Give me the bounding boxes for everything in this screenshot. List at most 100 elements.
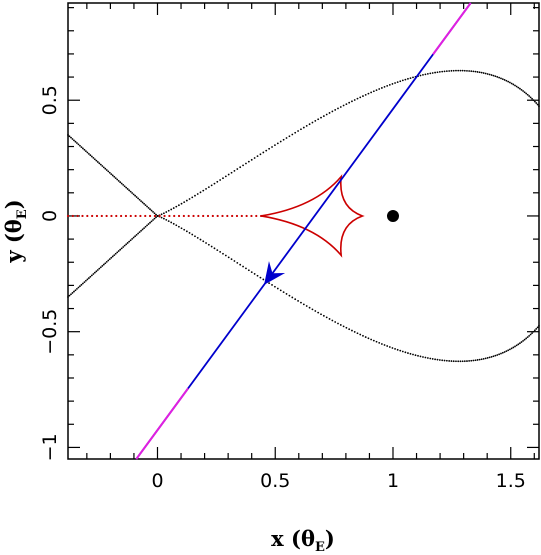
critical-curve-point xyxy=(351,100,353,103)
critical-curve-point xyxy=(110,256,113,259)
critical-curve-point xyxy=(399,349,402,352)
critical-curve-point xyxy=(126,188,129,190)
critical-curve-point xyxy=(380,343,383,345)
critical-curve-point xyxy=(219,179,222,181)
caustic-dot xyxy=(187,214,190,218)
critical-curve-point xyxy=(104,262,107,265)
caustic-dot xyxy=(81,214,84,218)
critical-curve-point xyxy=(375,340,378,343)
critical-curve-point xyxy=(183,201,186,204)
critical-curve-point xyxy=(372,339,375,342)
critical-curve-point xyxy=(96,161,99,163)
critical-curve-point xyxy=(199,191,202,194)
critical-curve-point xyxy=(308,306,311,309)
critical-curve-point xyxy=(93,158,96,161)
critical-curve-point xyxy=(529,96,532,99)
critical-curve-point xyxy=(213,182,216,185)
critical-curve-point xyxy=(526,336,529,339)
critical-curve-point xyxy=(394,82,396,84)
critical-curve-point xyxy=(116,178,119,181)
critical-curve-point xyxy=(83,148,86,151)
critical-curve-point xyxy=(431,72,434,74)
critical-curve-point xyxy=(155,213,157,216)
critical-curve-point xyxy=(422,74,424,76)
x-axis-label-close: ) xyxy=(325,526,335,551)
critical-curve-point xyxy=(461,69,464,72)
caustic-dot xyxy=(100,214,103,218)
critical-curve-point xyxy=(528,95,531,97)
critical-curve-point xyxy=(114,252,117,255)
caustic-curve xyxy=(260,174,365,258)
critical-curve-point xyxy=(448,70,451,72)
critical-curve-point xyxy=(337,322,339,325)
critical-curve-point xyxy=(172,207,175,209)
critical-curve-point xyxy=(262,151,265,154)
critical-curve-point xyxy=(82,282,84,285)
critical-curve-point xyxy=(175,224,178,227)
x-axis-label-main: x (θ xyxy=(271,526,315,551)
critical-curve-point xyxy=(120,247,123,250)
critical-curve-point xyxy=(68,294,71,297)
y-tick-label: −1 xyxy=(39,433,61,461)
critical-curve-point xyxy=(194,235,196,238)
critical-curve-point xyxy=(533,100,536,103)
critical-curve-point xyxy=(480,358,483,361)
critical-curve-point xyxy=(391,83,394,85)
critical-curve-point xyxy=(92,273,95,275)
critical-curve-point xyxy=(180,202,183,205)
critical-curve-point xyxy=(302,126,305,129)
critical-curve-point xyxy=(111,174,114,177)
critical-curve-point xyxy=(294,131,297,134)
critical-curve-point xyxy=(362,95,364,97)
caustic-dot xyxy=(235,214,239,218)
critical-curve-point xyxy=(90,274,93,277)
caustic-dot xyxy=(134,214,137,218)
critical-curve-point xyxy=(501,78,504,81)
critical-curve-point xyxy=(517,86,520,89)
critical-curve-point xyxy=(510,82,513,85)
critical-curve-point xyxy=(177,225,180,228)
critical-curve-point xyxy=(520,88,523,91)
critical-curve-point xyxy=(268,147,271,150)
critical-curve-point xyxy=(265,149,268,152)
critical-curve-point xyxy=(401,79,404,82)
critical-curve-point xyxy=(177,204,180,207)
critical-curve-point xyxy=(409,77,412,79)
critical-curve-point xyxy=(132,193,135,196)
critical-curve-point xyxy=(429,357,432,360)
critical-curve-point xyxy=(520,341,523,343)
critical-curve-point xyxy=(359,96,362,99)
critical-curve-point xyxy=(74,140,77,143)
critical-curve-point xyxy=(388,346,391,348)
critical-curve-point xyxy=(131,192,134,194)
caustic-dot xyxy=(192,214,195,218)
critical-curve-point xyxy=(250,158,253,161)
caustic-dot xyxy=(129,214,132,218)
critical-curve-point xyxy=(531,97,533,100)
critical-curve-point xyxy=(160,216,163,219)
caustic-dot xyxy=(168,214,171,218)
trajectory-end-segment xyxy=(432,2,472,55)
critical-curve-point xyxy=(472,359,475,362)
critical-curve-point xyxy=(199,238,202,241)
critical-curve-point xyxy=(95,159,98,162)
critical-curve-point xyxy=(180,227,183,230)
critical-curve-point xyxy=(96,269,99,271)
critical-curve-point xyxy=(331,110,334,113)
x-tick-label: 0.5 xyxy=(260,470,290,492)
x-axis-label-sub: E xyxy=(315,540,325,555)
critical-curve-point xyxy=(297,130,299,132)
critical-curve-point xyxy=(227,173,230,176)
critical-curve-point xyxy=(535,102,538,104)
critical-curve-point xyxy=(128,189,131,192)
critical-curve-point xyxy=(141,228,144,231)
critical-curve-point xyxy=(79,144,81,147)
critical-curve-point xyxy=(448,360,451,362)
critical-curve-point xyxy=(419,355,422,358)
caustic-dot xyxy=(86,214,89,218)
critical-curve-point xyxy=(104,167,107,170)
critical-curve-point xyxy=(123,185,126,188)
critical-curve-point xyxy=(538,324,540,327)
critical-curve-point xyxy=(426,357,429,359)
critical-curve-point xyxy=(222,252,224,255)
